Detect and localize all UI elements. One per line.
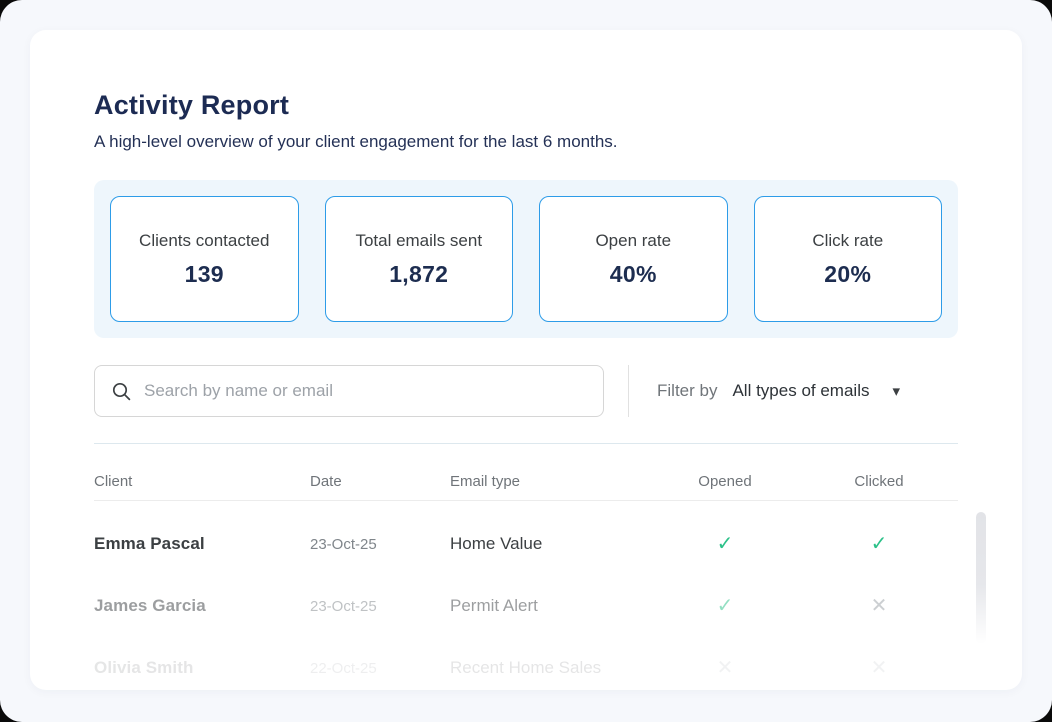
column-header-email-type: Email type — [450, 473, 521, 490]
scrollbar-thumb[interactable] — [976, 512, 986, 644]
filter-selected-value: All types of emails — [732, 381, 870, 400]
table-row[interactable]: Emma Pascal 23-Oct-25 Home Value ✓ ✓ — [94, 513, 958, 575]
stat-label: Open rate — [595, 230, 672, 250]
page-subtitle: A high-level overview of your client eng… — [94, 132, 618, 151]
stat-card-open-rate: Open rate 40% — [539, 196, 728, 322]
stat-value: 20% — [824, 260, 872, 287]
email-date: 23-Oct-25 — [310, 535, 377, 553]
table-row[interactable]: Olivia Smith 22-Oct-25 Recent Home Sales… — [94, 637, 958, 690]
client-name: James Garcia — [94, 596, 206, 615]
search-input[interactable] — [144, 381, 587, 401]
search-box[interactable] — [94, 365, 604, 417]
column-header-clicked: Clicked — [854, 473, 904, 490]
stat-label: Click rate — [812, 230, 884, 250]
filter-dropdown[interactable]: Filter by All types of emails ▾ — [629, 365, 900, 417]
activity-report-card: Activity Report A high-level overview of… — [30, 30, 1022, 690]
email-date: 22-Oct-25 — [310, 659, 377, 677]
stat-card-total-emails-sent: Total emails sent 1,872 — [324, 196, 513, 322]
clicked-status-icon: ✓ — [870, 533, 888, 555]
filter-by-label: Filter by — [657, 381, 718, 400]
opened-status-icon: ✕ — [716, 657, 734, 679]
page-title: Activity Report — [94, 90, 290, 120]
chevron-down-icon: ▾ — [892, 382, 900, 400]
column-header-date: Date — [310, 473, 342, 490]
stats-summary: Clients contacted 139 Total emails sent … — [94, 180, 958, 338]
email-date: 23-Oct-25 — [310, 597, 377, 615]
column-header-opened: Opened — [698, 473, 752, 490]
clicked-status-icon: ✕ — [870, 595, 888, 617]
email-type: Recent Home Sales — [450, 658, 602, 677]
opened-status-icon: ✓ — [716, 595, 734, 617]
client-name: Olivia Smith — [94, 658, 194, 677]
stat-value: 1,872 — [389, 260, 449, 287]
stat-value: 139 — [184, 260, 224, 287]
stat-card-click-rate: Click rate 20% — [753, 196, 942, 322]
opened-status-icon: ✓ — [716, 533, 734, 555]
toolbar: Filter by All types of emails ▾ — [94, 365, 958, 417]
clicked-status-icon: ✕ — [870, 657, 888, 679]
stat-label: Total emails sent — [355, 230, 483, 250]
stat-card-clients-contacted: Clients contacted 139 — [110, 196, 299, 322]
email-type: Home Value — [450, 534, 543, 553]
table-header: Client Date Email type Opened Clicked — [94, 444, 958, 501]
email-type: Permit Alert — [450, 596, 538, 615]
column-header-client: Client — [94, 473, 133, 490]
client-name: Emma Pascal — [94, 534, 205, 553]
table-row[interactable]: James Garcia 23-Oct-25 Permit Alert ✓ ✕ — [94, 575, 958, 637]
search-icon — [112, 382, 131, 400]
stat-value: 40% — [609, 260, 657, 287]
toolbar-divider — [628, 365, 629, 417]
table-body: Emma Pascal 23-Oct-25 Home Value ✓ ✓ Jam… — [94, 501, 958, 690]
section-divider — [94, 443, 958, 444]
stat-label: Clients contacted — [139, 230, 270, 250]
